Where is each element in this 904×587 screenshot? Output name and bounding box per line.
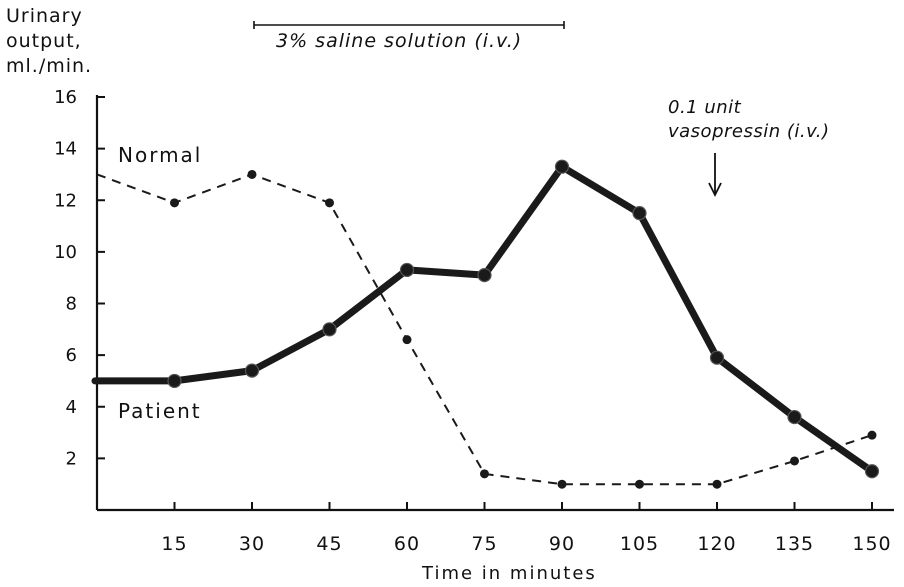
- data-point-patient: [167, 373, 182, 389]
- data-point-normal: [480, 469, 489, 479]
- x-tick-label: 150: [852, 533, 891, 555]
- data-point-patient: [322, 322, 337, 337]
- y-tick-label: 14: [54, 139, 77, 160]
- series-label-patient: Patient: [118, 399, 202, 423]
- vasopressin-annotation-label: 0.1 unit vasopressin (i.v.): [668, 96, 830, 144]
- y-axis-label-line: Urinary: [6, 5, 83, 27]
- x-tick-label: 30: [239, 533, 265, 555]
- x-tick-label: 45: [316, 533, 342, 555]
- series-layer: [91, 159, 880, 489]
- y-axis-label: Urinary output, ml./min.: [6, 4, 92, 79]
- data-point-patient: [399, 262, 415, 278]
- y-tick-label: 2: [66, 448, 77, 469]
- data-point-patient: [632, 206, 647, 221]
- y-axis-label-line: output,: [6, 30, 82, 52]
- series-line-normal: [96, 173, 873, 486]
- vasopressin-label-line: vasopressin (i.v.): [668, 121, 830, 142]
- ticks: 2 4 6 8 10 12 14 16 15 30 45 60 75 90 105 120 135 150: [54, 87, 891, 555]
- x-tick-label: 120: [697, 533, 736, 555]
- y-tick-label: 6: [66, 345, 77, 366]
- data-point-normal: [325, 198, 334, 208]
- y-tick-label: 12: [54, 190, 77, 211]
- x-tick-label: 15: [161, 533, 187, 555]
- data-point-normal: [247, 169, 257, 179]
- y-tick-label: 10: [54, 242, 77, 263]
- data-point-normal: [790, 456, 799, 466]
- annotation-layer: [253, 21, 722, 198]
- y-tick-label: 4: [66, 397, 77, 418]
- series-label-normal: Normal: [118, 143, 203, 167]
- data-point-normal: [402, 335, 412, 345]
- data-point-normal: [557, 479, 567, 489]
- data-point-patient: [787, 409, 802, 425]
- saline-annotation-label: 3% saline solution (i.v.): [276, 30, 523, 52]
- vasopressin-arrow-head: [708, 182, 722, 198]
- y-tick-label: 16: [54, 87, 77, 108]
- x-tick-label: 75: [471, 533, 497, 555]
- data-point-patient: [477, 268, 492, 283]
- series-line-patient: [91, 163, 876, 475]
- x-tick-label: 135: [775, 533, 814, 555]
- y-axis-label-line: ml./min.: [6, 55, 93, 77]
- data-point-normal: [170, 198, 179, 208]
- data-point-normal: [635, 479, 644, 489]
- y-tick-label: 8: [66, 294, 77, 315]
- data-point-normal: [712, 479, 722, 489]
- data-point-patient: [554, 159, 570, 174]
- data-point-patient: [709, 350, 725, 365]
- x-tick-label: 60: [394, 533, 420, 555]
- data-point-patient: [244, 363, 260, 378]
- data-point-patient: [864, 464, 880, 479]
- vasopressin-label-line: 0.1 unit: [668, 97, 742, 118]
- data-point-normal: [867, 430, 877, 440]
- x-axis-label: Time in minutes: [422, 563, 597, 584]
- x-tick-label: 105: [620, 533, 659, 555]
- axes: [95, 95, 894, 512]
- x-tick-label: 90: [549, 533, 575, 555]
